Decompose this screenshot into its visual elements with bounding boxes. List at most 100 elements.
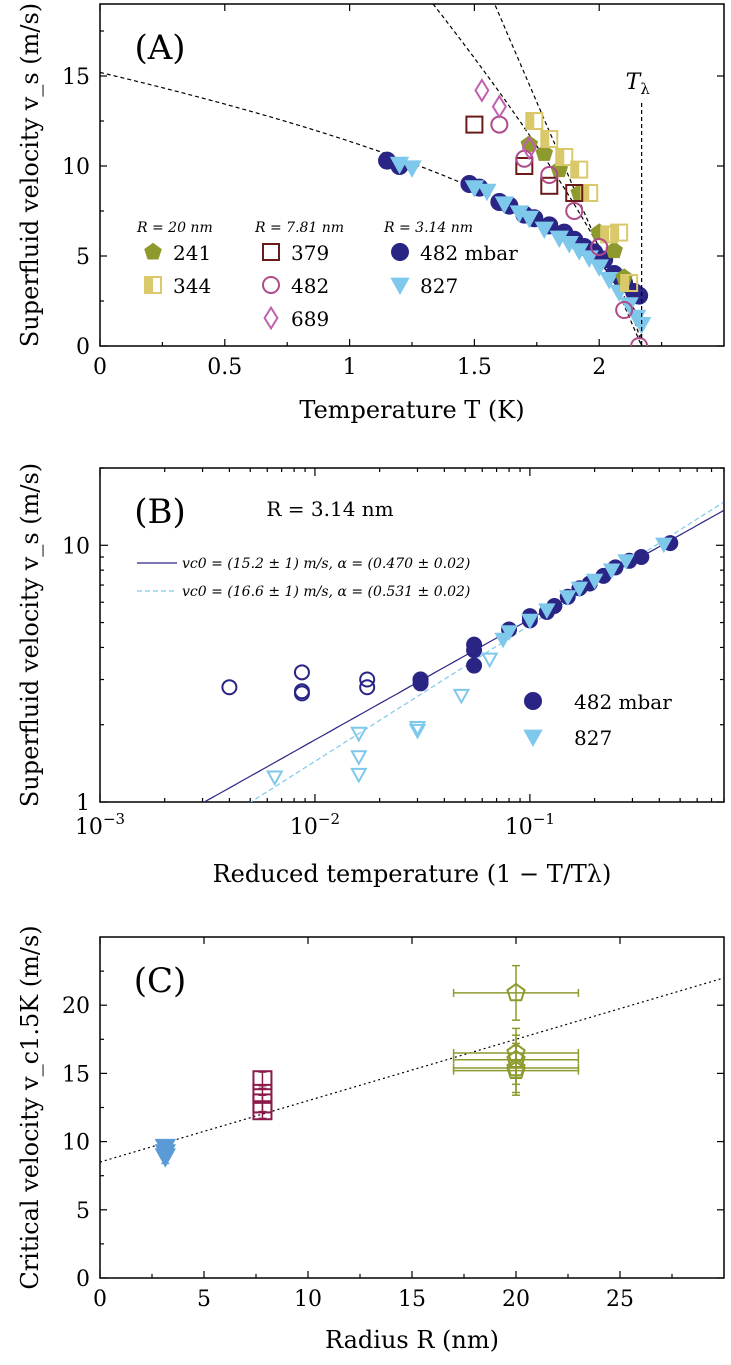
x-tick-label: 0.5 — [207, 355, 242, 380]
panel-b: 10−3 10−2 10−1 1 10 (B) R = 3.14 nm Reduced tem… — [16, 463, 725, 888]
x-tick-label: 25 — [606, 1287, 634, 1312]
data-point — [605, 241, 623, 259]
data-point — [465, 115, 484, 134]
marker-half-fill — [581, 185, 590, 201]
data-point — [615, 301, 634, 319]
y-axis-label: Superfluid velocity v_s (m/s) — [16, 463, 44, 807]
data-point — [402, 160, 422, 178]
legend-header: R = 3.14 nm — [383, 220, 473, 236]
data-point — [491, 94, 507, 119]
data-point — [408, 723, 427, 740]
series-r-20-nm — [452, 964, 580, 1096]
data-point — [540, 176, 559, 195]
y-tick-label: 1 — [76, 791, 90, 816]
y-tick-label: 15 — [62, 65, 90, 90]
legend-label: 482 mbar — [574, 690, 672, 714]
data-point — [452, 688, 471, 705]
panel-label: (B) — [134, 492, 186, 532]
x-axis-label: Reduced temperature (1 − T/Tλ) — [213, 860, 612, 888]
data-point — [494, 632, 512, 649]
x-tick-label: 1 — [343, 355, 357, 380]
data-point — [266, 770, 284, 787]
data-point — [555, 148, 574, 166]
data-point — [408, 720, 427, 737]
panel-label: (C) — [134, 961, 187, 1001]
marker-outline — [525, 112, 544, 130]
data-point — [579, 250, 599, 268]
x-tick-label: 10−3 — [75, 810, 125, 840]
data-point — [525, 112, 544, 130]
data-point — [520, 135, 539, 152]
y-axis-label: Critical velocity v_c1.5K (m/s) — [16, 925, 44, 1289]
x-axis-label: Radius R (nm) — [325, 1326, 499, 1354]
data-point — [585, 573, 604, 590]
data-point — [538, 603, 556, 619]
data-point — [506, 982, 526, 1002]
y-tick-label: 15 — [62, 1062, 90, 1087]
y-tick-label: 10 — [62, 155, 90, 180]
data-point — [610, 223, 629, 242]
panel-title: R = 3.14 nm — [266, 497, 393, 521]
data-point — [500, 625, 518, 641]
data-point — [477, 183, 497, 202]
data-point — [521, 613, 539, 630]
y-tick-label: 10 — [62, 1131, 90, 1156]
data-point — [350, 750, 368, 766]
data-point — [534, 221, 554, 240]
legend-header: R = 7.81 nm — [254, 220, 344, 236]
marker-outline — [570, 160, 589, 179]
data-point — [570, 160, 589, 179]
data-point — [474, 78, 490, 103]
trend-line — [99, 977, 725, 1163]
x-axis-label: Temperature T (K) — [299, 396, 524, 424]
legend-marker — [523, 729, 543, 748]
legend-marker — [262, 276, 280, 294]
legend-marker — [144, 242, 162, 260]
data-point — [521, 135, 537, 161]
y-tick-label: 5 — [76, 1199, 90, 1224]
y-axis-label: Superfluid velocity v_s (m/s) — [16, 3, 44, 347]
data-point — [154, 1148, 177, 1168]
fit-curve — [493, 4, 643, 346]
series-r-7-81-nm-689 — [474, 78, 537, 161]
legend-marker — [391, 243, 409, 261]
legend-label: 689 — [291, 307, 329, 331]
x-tick-label: 20 — [502, 1287, 530, 1312]
data-point — [494, 196, 515, 214]
data-point — [412, 671, 429, 688]
axes-frame — [99, 467, 725, 803]
marker-outline — [555, 148, 574, 166]
series-r-7-81-nm — [252, 1070, 273, 1121]
data-point — [535, 144, 554, 161]
data-point — [252, 1100, 273, 1121]
legend-a: R = 20 nm 241 344 R = 7.81 nm 379 482 689 R = 3… — [136, 220, 518, 331]
marker-half-fill — [526, 113, 535, 129]
y-tick-label: 0 — [76, 1267, 90, 1292]
data-point — [633, 549, 650, 566]
x-tick-label: 10 — [294, 1287, 322, 1312]
legend-label: 344 — [173, 274, 211, 298]
data-point — [480, 652, 499, 669]
marker-half-fill — [571, 161, 580, 178]
x-tick-label: 2 — [592, 355, 606, 380]
panel-label: (A) — [134, 28, 185, 68]
legend-header: R = 20 nm — [136, 220, 213, 236]
y-tick-label: 10 — [62, 534, 90, 559]
y-tick-label: 0 — [76, 335, 90, 360]
series-r-20-nm-344 — [525, 112, 639, 292]
data-point — [620, 274, 639, 292]
marker-outline — [580, 184, 599, 202]
marker-half-fill — [541, 131, 550, 147]
series-482-open — [221, 664, 429, 702]
legend-b: vc0 = (15.2 ± 1) m/s, α = (0.470 ± 0.02)… — [137, 556, 672, 750]
x-tick-label: 15 — [398, 1287, 426, 1312]
data-point — [359, 671, 376, 688]
data-point — [599, 272, 619, 290]
panel-a: 0 0.5 1 1.5 2 0 5 10 15 (A) Temperature T (K) Super… — [16, 3, 725, 424]
legend-fit-label: vc0 = (15.2 ± 1) m/s, α = (0.470 ± 0.02) — [182, 556, 470, 572]
data-point — [466, 657, 483, 674]
marker-outline — [144, 276, 162, 294]
legend-marker — [262, 243, 280, 261]
data-point — [293, 664, 310, 681]
